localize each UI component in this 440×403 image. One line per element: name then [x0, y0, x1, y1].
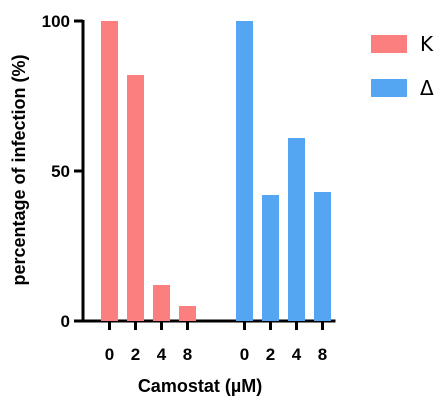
x-tick-label: 0: [105, 345, 114, 364]
bar-k-8: [179, 306, 196, 321]
y-tick-label: 0: [61, 312, 70, 331]
x-tick-label: 8: [318, 345, 327, 364]
bar-delta-4: [288, 138, 305, 321]
bars: [101, 21, 331, 321]
y-axis-title: percentage of infection (%): [9, 54, 29, 285]
x-tick-label: 8: [183, 345, 192, 364]
x-axis-title: Camostat (µM): [138, 376, 262, 396]
bar-delta-0: [236, 21, 253, 321]
legend-swatch: [371, 35, 407, 53]
y-axis: 0 50 100: [42, 12, 85, 331]
legend-label: Δ: [420, 76, 434, 100]
x-tick-label: 4: [157, 345, 167, 364]
bar-delta-2: [262, 195, 279, 321]
x-tick-label: 2: [131, 345, 140, 364]
bar-k-0: [101, 21, 118, 321]
legend-swatch: [371, 79, 407, 97]
x-tick-label: 4: [292, 345, 302, 364]
bar-delta-8: [314, 192, 331, 321]
legend: KΔ: [371, 32, 434, 100]
x-tick-label: 2: [266, 345, 275, 364]
bar-k-4: [153, 285, 170, 321]
y-tick-label: 50: [51, 162, 70, 181]
bar-k-2: [127, 75, 144, 321]
x-axis: [81, 319, 336, 330]
y-tick-label: 100: [42, 12, 70, 31]
x-tick-label: 0: [240, 345, 249, 364]
legend-label: K: [420, 32, 434, 56]
